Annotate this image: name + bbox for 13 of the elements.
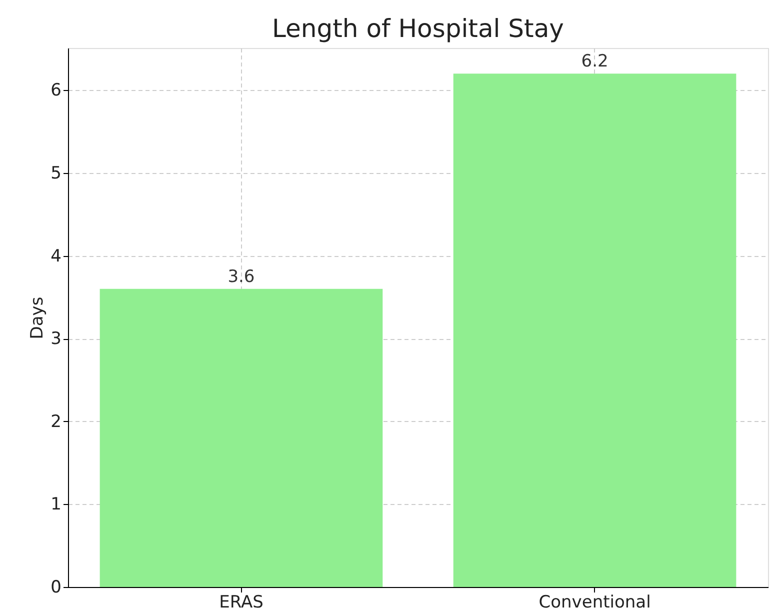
data-label: 3.6 (228, 266, 255, 287)
y-tick-label: 4 (50, 246, 62, 266)
data-label: 6.2 (581, 52, 608, 72)
y-tick-label: 0 (50, 578, 62, 598)
x-tick-label: Conventional (538, 592, 651, 612)
y-axis-title: Days (28, 296, 48, 340)
y-tick-label: 3 (50, 329, 62, 350)
y-tick-label: 2 (50, 412, 62, 432)
y-tick-label: 6 (50, 80, 62, 101)
chart-title: Length of Hospital Stay (272, 14, 564, 43)
y-tick-label: 5 (50, 164, 62, 184)
x-tick-label: ERAS (219, 592, 264, 612)
y-tick-label: 1 (50, 494, 62, 515)
